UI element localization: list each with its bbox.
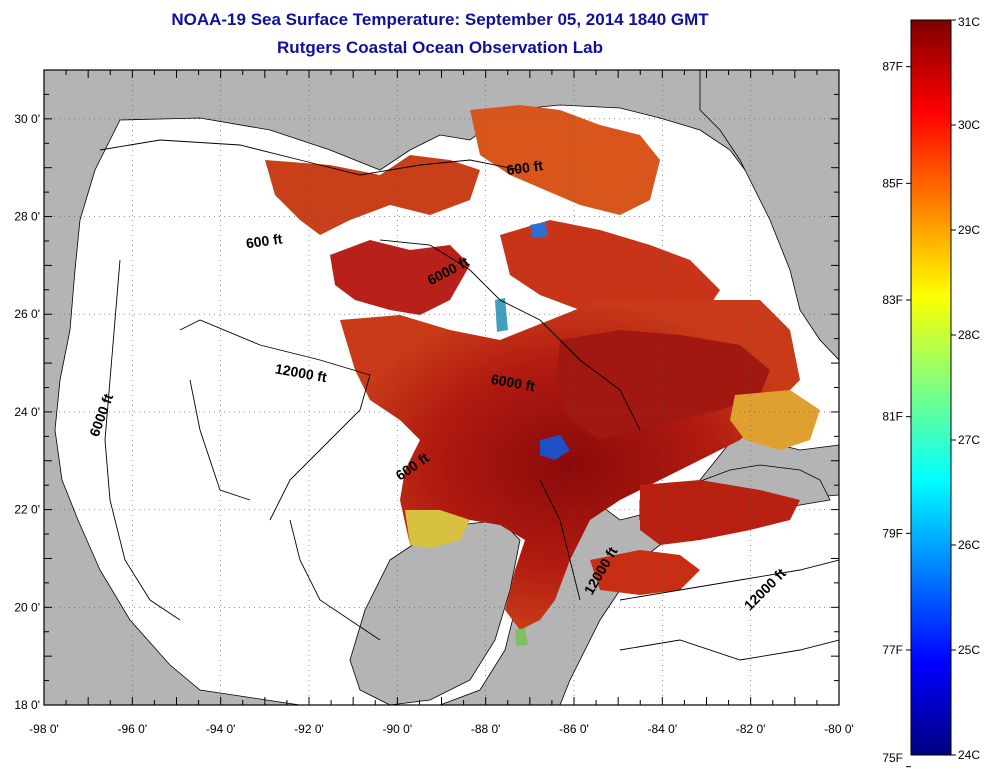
lon-label: -94 0' <box>206 722 236 736</box>
sst-data <box>265 105 820 646</box>
colorbar-celsius-label: 31C <box>958 15 980 29</box>
colorbar-celsius-label: 26C <box>958 538 980 552</box>
colorbar-fahrenheit-label: 87F <box>882 60 903 74</box>
contour-label: 600 ft <box>245 230 284 251</box>
lon-label: -82 0' <box>736 722 766 736</box>
lat-label: 30 0' <box>14 112 40 126</box>
lat-label: 24 0' <box>14 405 40 419</box>
colorbar-labels: 31C 30C 29C 28C 27C 26C 25C 24C 87F 85F 83F 81F 79F 7… <box>882 15 980 768</box>
lon-label: -86 0' <box>559 722 589 736</box>
colorbar-fahrenheit-label: 79F <box>882 526 903 540</box>
colorbar-celsius-label: 30C <box>958 118 980 132</box>
longitude-labels: -98 0' -96 0' -94 0' -92 0' -90 0' -88 0' -86 … <box>29 722 854 736</box>
lat-label: 22 0' <box>14 503 40 517</box>
lat-label: 28 0' <box>14 210 40 224</box>
colorbar-celsius-label: 25C <box>958 643 980 657</box>
colorbar <box>910 19 952 756</box>
colorbar-fahrenheit-label: 75F <box>882 751 903 765</box>
lon-label: -88 0' <box>471 722 501 736</box>
lat-label: 18 0' <box>14 698 40 712</box>
lon-label: -96 0' <box>118 722 148 736</box>
axis-ticks <box>43 69 840 706</box>
lon-label: -84 0' <box>648 722 678 736</box>
lat-label: 20 0' <box>14 600 40 614</box>
depth-contours <box>99 139 839 661</box>
colorbar-fahrenheit-label: 83F <box>882 293 903 307</box>
colorbar-celsius-label: 29C <box>958 223 980 237</box>
map-subtitle: Rutgers Coastal Ocean Observation Lab <box>277 38 603 57</box>
contour-label: 6000 ft <box>490 371 537 395</box>
latitude-labels: 30 0' 28 0' 26 0' 24 0' 22 0' 20 0' 18 0' <box>14 112 40 712</box>
colorbar-fahrenheit-label: 85F <box>882 176 903 190</box>
florida-land <box>699 70 839 361</box>
lon-label: -92 0' <box>294 722 324 736</box>
lon-label: -98 0' <box>29 722 59 736</box>
colorbar-celsius-label: 28C <box>958 328 980 342</box>
colorbar-fahrenheit-label: 77F <box>882 643 903 657</box>
colorbar-fahrenheit-label: 81F <box>882 410 903 424</box>
colorbar-celsius-label: 27C <box>958 433 980 447</box>
colorbar-celsius-label: 24C <box>958 748 980 762</box>
contour-label: 600 ft <box>505 157 544 178</box>
map-title: NOAA-19 Sea Surface Temperature: Septemb… <box>171 10 709 29</box>
lat-label: 26 0' <box>14 307 40 321</box>
lon-label: -80 0' <box>824 722 854 736</box>
lon-label: -90 0' <box>383 722 413 736</box>
lat-lon-grid <box>44 70 839 705</box>
